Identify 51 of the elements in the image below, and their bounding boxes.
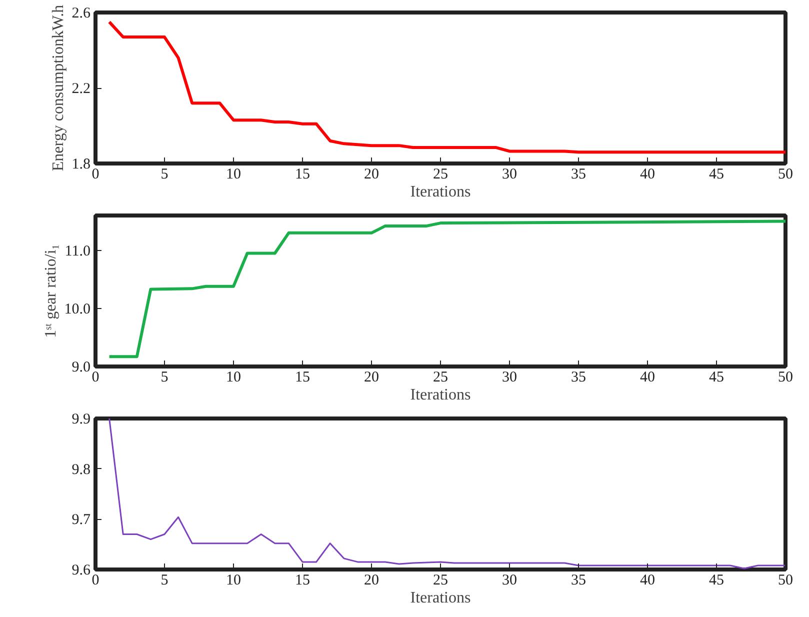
x-tick-label: 45 [709,370,724,386]
x-tick-label: 45 [709,572,724,588]
x-tick-label: 40 [640,370,655,386]
x-tick-label: 20 [364,370,379,386]
x-tick-label: 15 [295,166,310,182]
x-tick-label: 0 [92,166,100,182]
x-tick-label: 30 [502,166,517,182]
x-tick-label: 50 [778,572,793,588]
line-series [108,220,786,358]
x-tick-label: 30 [502,572,517,588]
x-tick-label: 10 [226,370,241,386]
line-series [108,418,786,570]
x-tick-label: 50 [778,166,793,182]
y-tick-label: 2.2 [72,81,90,97]
x-tick-label: 35 [571,370,586,386]
y-tick-label: 9.8 [72,462,90,478]
x-tick-label: 40 [640,572,655,588]
x-tick-label: 0 [92,370,100,386]
x-axis-title: Iterations [410,590,471,606]
y-tick-label: 2.6 [72,6,91,22]
x-tick-label: 30 [502,370,517,386]
y-tick-label: 9.0 [72,360,90,376]
y-tick-label: 11.0 [64,243,91,260]
x-tick-label: 50 [778,370,793,386]
x-tick-label: 15 [295,572,310,588]
x-tick-label: 25 [433,370,448,386]
x-tick-label: 20 [364,572,379,588]
x-tick-label: 15 [295,370,310,386]
line-series [108,20,786,154]
x-tick-label: 5 [160,370,168,386]
x-axis-title: Iterations [410,386,471,404]
y-tick-label: 9.6 [72,562,91,578]
x-tick-label: 10 [226,572,241,588]
y-axis-title: Energy consumptionkW.h [50,4,67,172]
y-tick-label: 1.8 [72,156,90,172]
x-tick-label: 5 [160,166,168,182]
y-tick-label: 9.9 [72,412,90,428]
x-tick-label: 5 [160,572,168,588]
x-tick-label: 35 [571,166,586,182]
y-tick-label: 9.7 [72,512,91,528]
y-axis-title: 1ˢᵗ gear ratio/i₁ [42,244,60,338]
x-tick-label: 35 [571,572,586,588]
x-tick-label: 25 [433,166,448,182]
x-tick-label: 40 [640,166,655,182]
x-tick-label: 45 [709,166,724,182]
x-tick-label: 10 [226,166,241,182]
x-axis-title: Iterations [410,184,471,200]
x-tick-label: 25 [433,572,448,588]
x-tick-label: 0 [92,572,100,588]
x-tick-label: 20 [364,166,379,182]
y-tick-label: 10.0 [64,301,90,318]
